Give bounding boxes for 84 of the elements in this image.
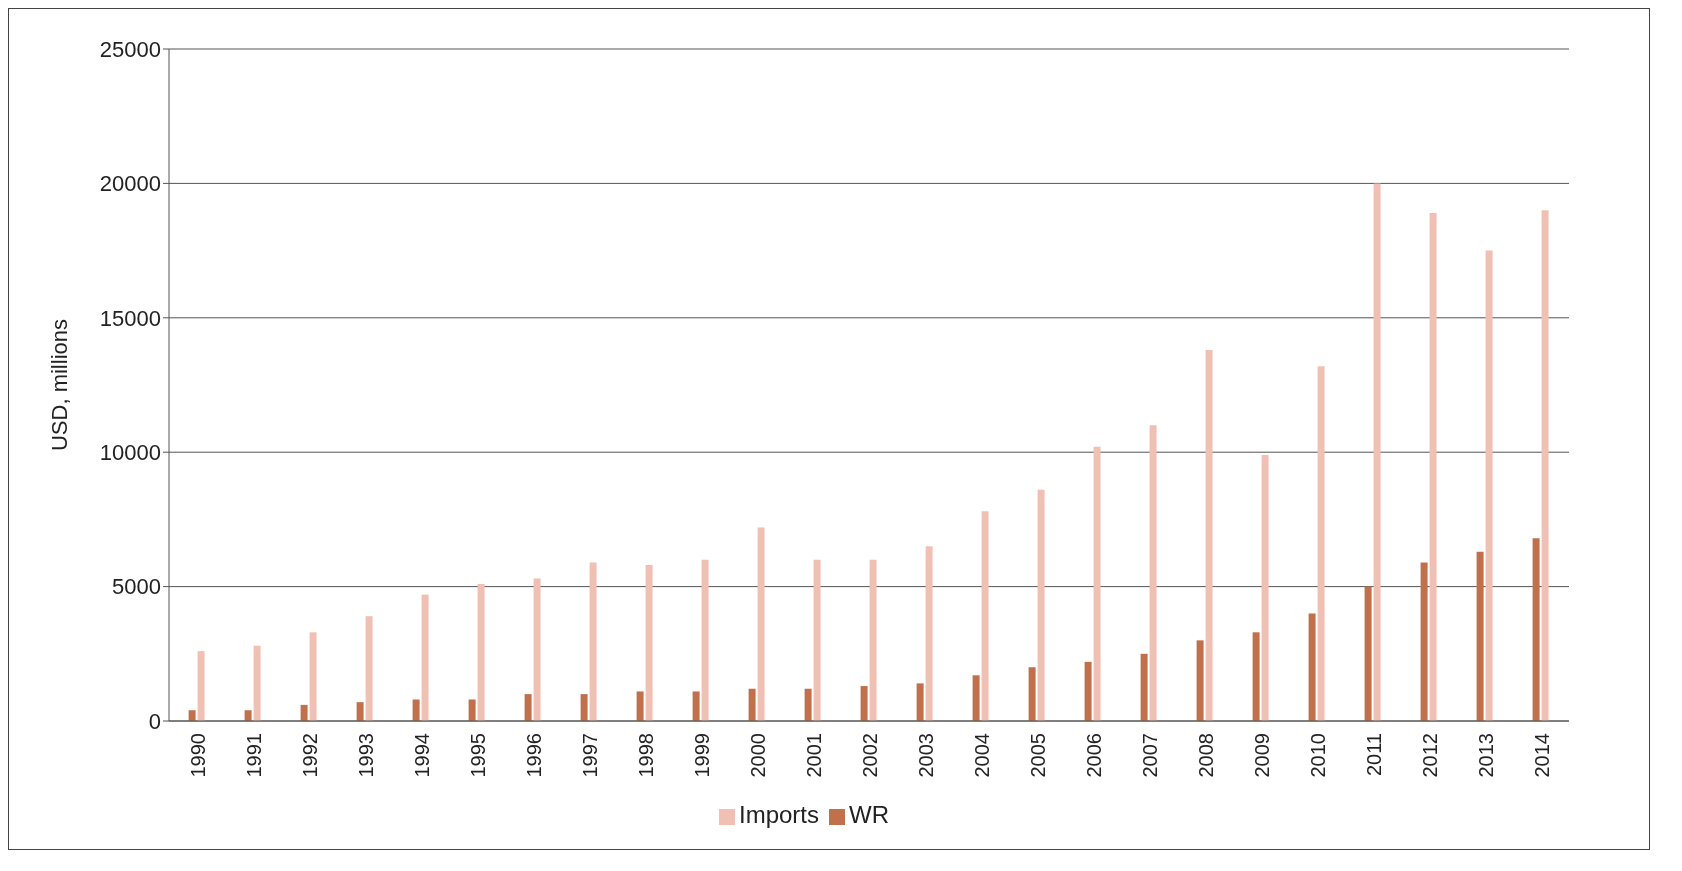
y-tick-label: 5000 [112,574,161,600]
bar [1541,210,1549,721]
bar [869,559,877,721]
x-tick-label: 2003 [915,733,938,778]
x-tick-label: 1999 [691,733,714,778]
bar [1308,613,1316,721]
bar [1149,425,1157,721]
bar [533,578,541,721]
bar [365,616,373,721]
x-tick-label: 2008 [1195,733,1218,778]
bar [309,632,317,721]
bar [1140,653,1148,721]
bar [916,683,924,721]
bar [1476,551,1484,721]
bar [1084,661,1092,721]
bar [972,675,980,721]
x-tick-label: 2013 [1475,733,1498,778]
bar [757,527,765,721]
y-axis-title: USD, millions [46,318,72,452]
bar [477,583,485,721]
bar [804,688,812,721]
x-tick-label: 1997 [579,733,602,778]
bar [1532,538,1540,721]
x-tick-label: 1992 [299,733,322,778]
x-tick-label: 2004 [971,733,994,778]
legend-label: WR [849,801,889,828]
bar [1317,366,1325,721]
x-tick-label: 2002 [859,733,882,778]
bar [253,645,261,721]
bar [244,710,252,721]
bar [748,688,756,721]
x-tick-label: 2001 [803,733,826,778]
bar [813,559,821,721]
bar [1420,562,1428,721]
bar [1196,640,1204,721]
x-tick-label: 1998 [635,733,658,778]
x-tick-label: 1991 [243,733,266,778]
bar [1028,667,1036,721]
legend-label: Imports [739,801,820,828]
bar [589,562,597,721]
bar [300,704,308,721]
y-tick-label: 20000 [99,171,161,197]
x-tick-label: 2006 [1083,733,1106,778]
x-tick-label: 1993 [355,733,378,778]
bar [1485,250,1493,721]
bar [188,710,196,721]
x-tick-label: 2010 [1307,733,1330,778]
x-tick-label: 2007 [1139,733,1162,778]
y-tick-label: 10000 [99,440,161,466]
bar [1205,350,1213,721]
bar [1364,586,1372,721]
x-tick-label: 2005 [1027,733,1050,778]
x-tick-label: 1995 [467,733,490,778]
bar [356,702,364,721]
bar [1429,212,1437,721]
bar [468,699,476,721]
x-tick-label: 2014 [1531,733,1554,778]
x-tick-label: 1996 [523,733,546,778]
bar [197,651,205,721]
y-tick-label: 25000 [99,36,161,62]
bar [981,511,989,721]
bar [1261,454,1269,721]
bar [1252,632,1260,721]
bar [636,691,644,721]
bar [645,565,653,721]
y-tick-label: 15000 [99,305,161,331]
bar [421,594,429,721]
bar [1373,183,1381,721]
bar [412,699,420,721]
x-tick-label: 2011 [1363,733,1386,777]
bar [701,559,709,721]
x-tick-label: 2009 [1251,733,1274,778]
x-tick-label: 2012 [1419,733,1442,778]
bar [860,686,868,721]
bar [580,694,588,721]
bar [692,691,700,721]
bar [1037,489,1045,721]
y-tick-label: 0 [148,708,161,734]
x-tick-label: 2000 [747,733,770,778]
bar [1093,446,1101,721]
x-tick-label: 1990 [187,733,210,778]
x-tick-label: 1994 [411,733,434,778]
bar [524,694,532,721]
bar [925,546,933,721]
